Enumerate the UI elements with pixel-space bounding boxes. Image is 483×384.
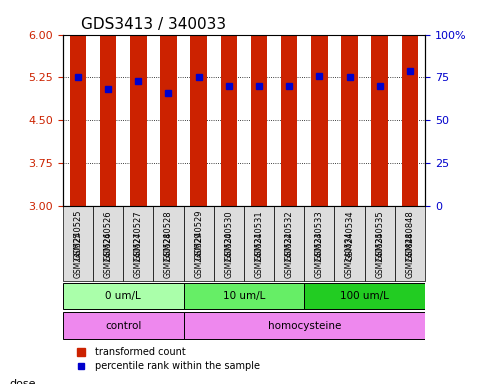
Text: GSM240526: GSM240526 — [103, 210, 113, 261]
Text: GSM240532: GSM240532 — [284, 210, 294, 261]
Text: GSM240533: GSM240533 — [315, 231, 324, 278]
FancyBboxPatch shape — [395, 206, 425, 281]
Text: 10 um/L: 10 um/L — [223, 291, 265, 301]
FancyBboxPatch shape — [334, 206, 365, 281]
Text: GSM240530: GSM240530 — [224, 210, 233, 261]
Bar — [371, 0, 388, 206]
FancyBboxPatch shape — [213, 206, 244, 281]
Text: GSM240527: GSM240527 — [134, 210, 143, 261]
Text: GSM240530: GSM240530 — [224, 231, 233, 278]
FancyBboxPatch shape — [184, 312, 425, 339]
Text: GSM240848: GSM240848 — [405, 210, 414, 261]
FancyBboxPatch shape — [365, 206, 395, 281]
Text: homocysteine: homocysteine — [268, 321, 341, 331]
FancyBboxPatch shape — [304, 283, 425, 310]
Text: GDS3413 / 340033: GDS3413 / 340033 — [81, 17, 226, 32]
Bar — [70, 0, 86, 206]
Bar — [190, 0, 207, 206]
Text: GSM240527: GSM240527 — [134, 231, 143, 278]
FancyBboxPatch shape — [154, 206, 184, 281]
FancyBboxPatch shape — [274, 206, 304, 281]
Text: GSM240848: GSM240848 — [405, 232, 414, 278]
Text: GSM240535: GSM240535 — [375, 231, 384, 278]
Bar — [100, 0, 116, 206]
FancyBboxPatch shape — [304, 206, 334, 281]
Text: transformed count: transformed count — [96, 347, 186, 357]
Text: GSM240529: GSM240529 — [194, 210, 203, 260]
FancyBboxPatch shape — [63, 206, 93, 281]
FancyBboxPatch shape — [63, 283, 184, 310]
FancyBboxPatch shape — [63, 312, 184, 339]
Text: dose: dose — [10, 379, 36, 384]
Text: GSM240534: GSM240534 — [345, 231, 354, 278]
Bar — [402, 0, 418, 206]
Bar — [311, 0, 327, 206]
FancyBboxPatch shape — [244, 206, 274, 281]
FancyBboxPatch shape — [184, 283, 304, 310]
FancyBboxPatch shape — [184, 206, 213, 281]
FancyBboxPatch shape — [123, 206, 154, 281]
Text: GSM240529: GSM240529 — [194, 231, 203, 278]
Text: GSM240533: GSM240533 — [315, 210, 324, 261]
Text: GSM240531: GSM240531 — [255, 231, 264, 278]
Text: GSM240526: GSM240526 — [103, 231, 113, 278]
Text: GSM240525: GSM240525 — [73, 210, 83, 260]
FancyBboxPatch shape — [93, 206, 123, 281]
Text: GSM240534: GSM240534 — [345, 210, 354, 261]
Bar — [221, 0, 237, 206]
Text: 0 um/L: 0 um/L — [105, 291, 141, 301]
Bar — [160, 24, 177, 206]
Text: GSM240531: GSM240531 — [255, 210, 264, 261]
Text: GSM240528: GSM240528 — [164, 210, 173, 261]
Text: GSM240532: GSM240532 — [284, 231, 294, 278]
Text: GSM240525: GSM240525 — [73, 231, 83, 278]
Text: GSM240528: GSM240528 — [164, 232, 173, 278]
Bar — [251, 0, 267, 206]
Bar — [130, 0, 146, 206]
Text: percentile rank within the sample: percentile rank within the sample — [96, 361, 260, 371]
Text: GSM240535: GSM240535 — [375, 210, 384, 261]
Bar — [281, 0, 298, 206]
Text: control: control — [105, 321, 142, 331]
Text: 100 um/L: 100 um/L — [340, 291, 389, 301]
Bar — [341, 0, 358, 206]
